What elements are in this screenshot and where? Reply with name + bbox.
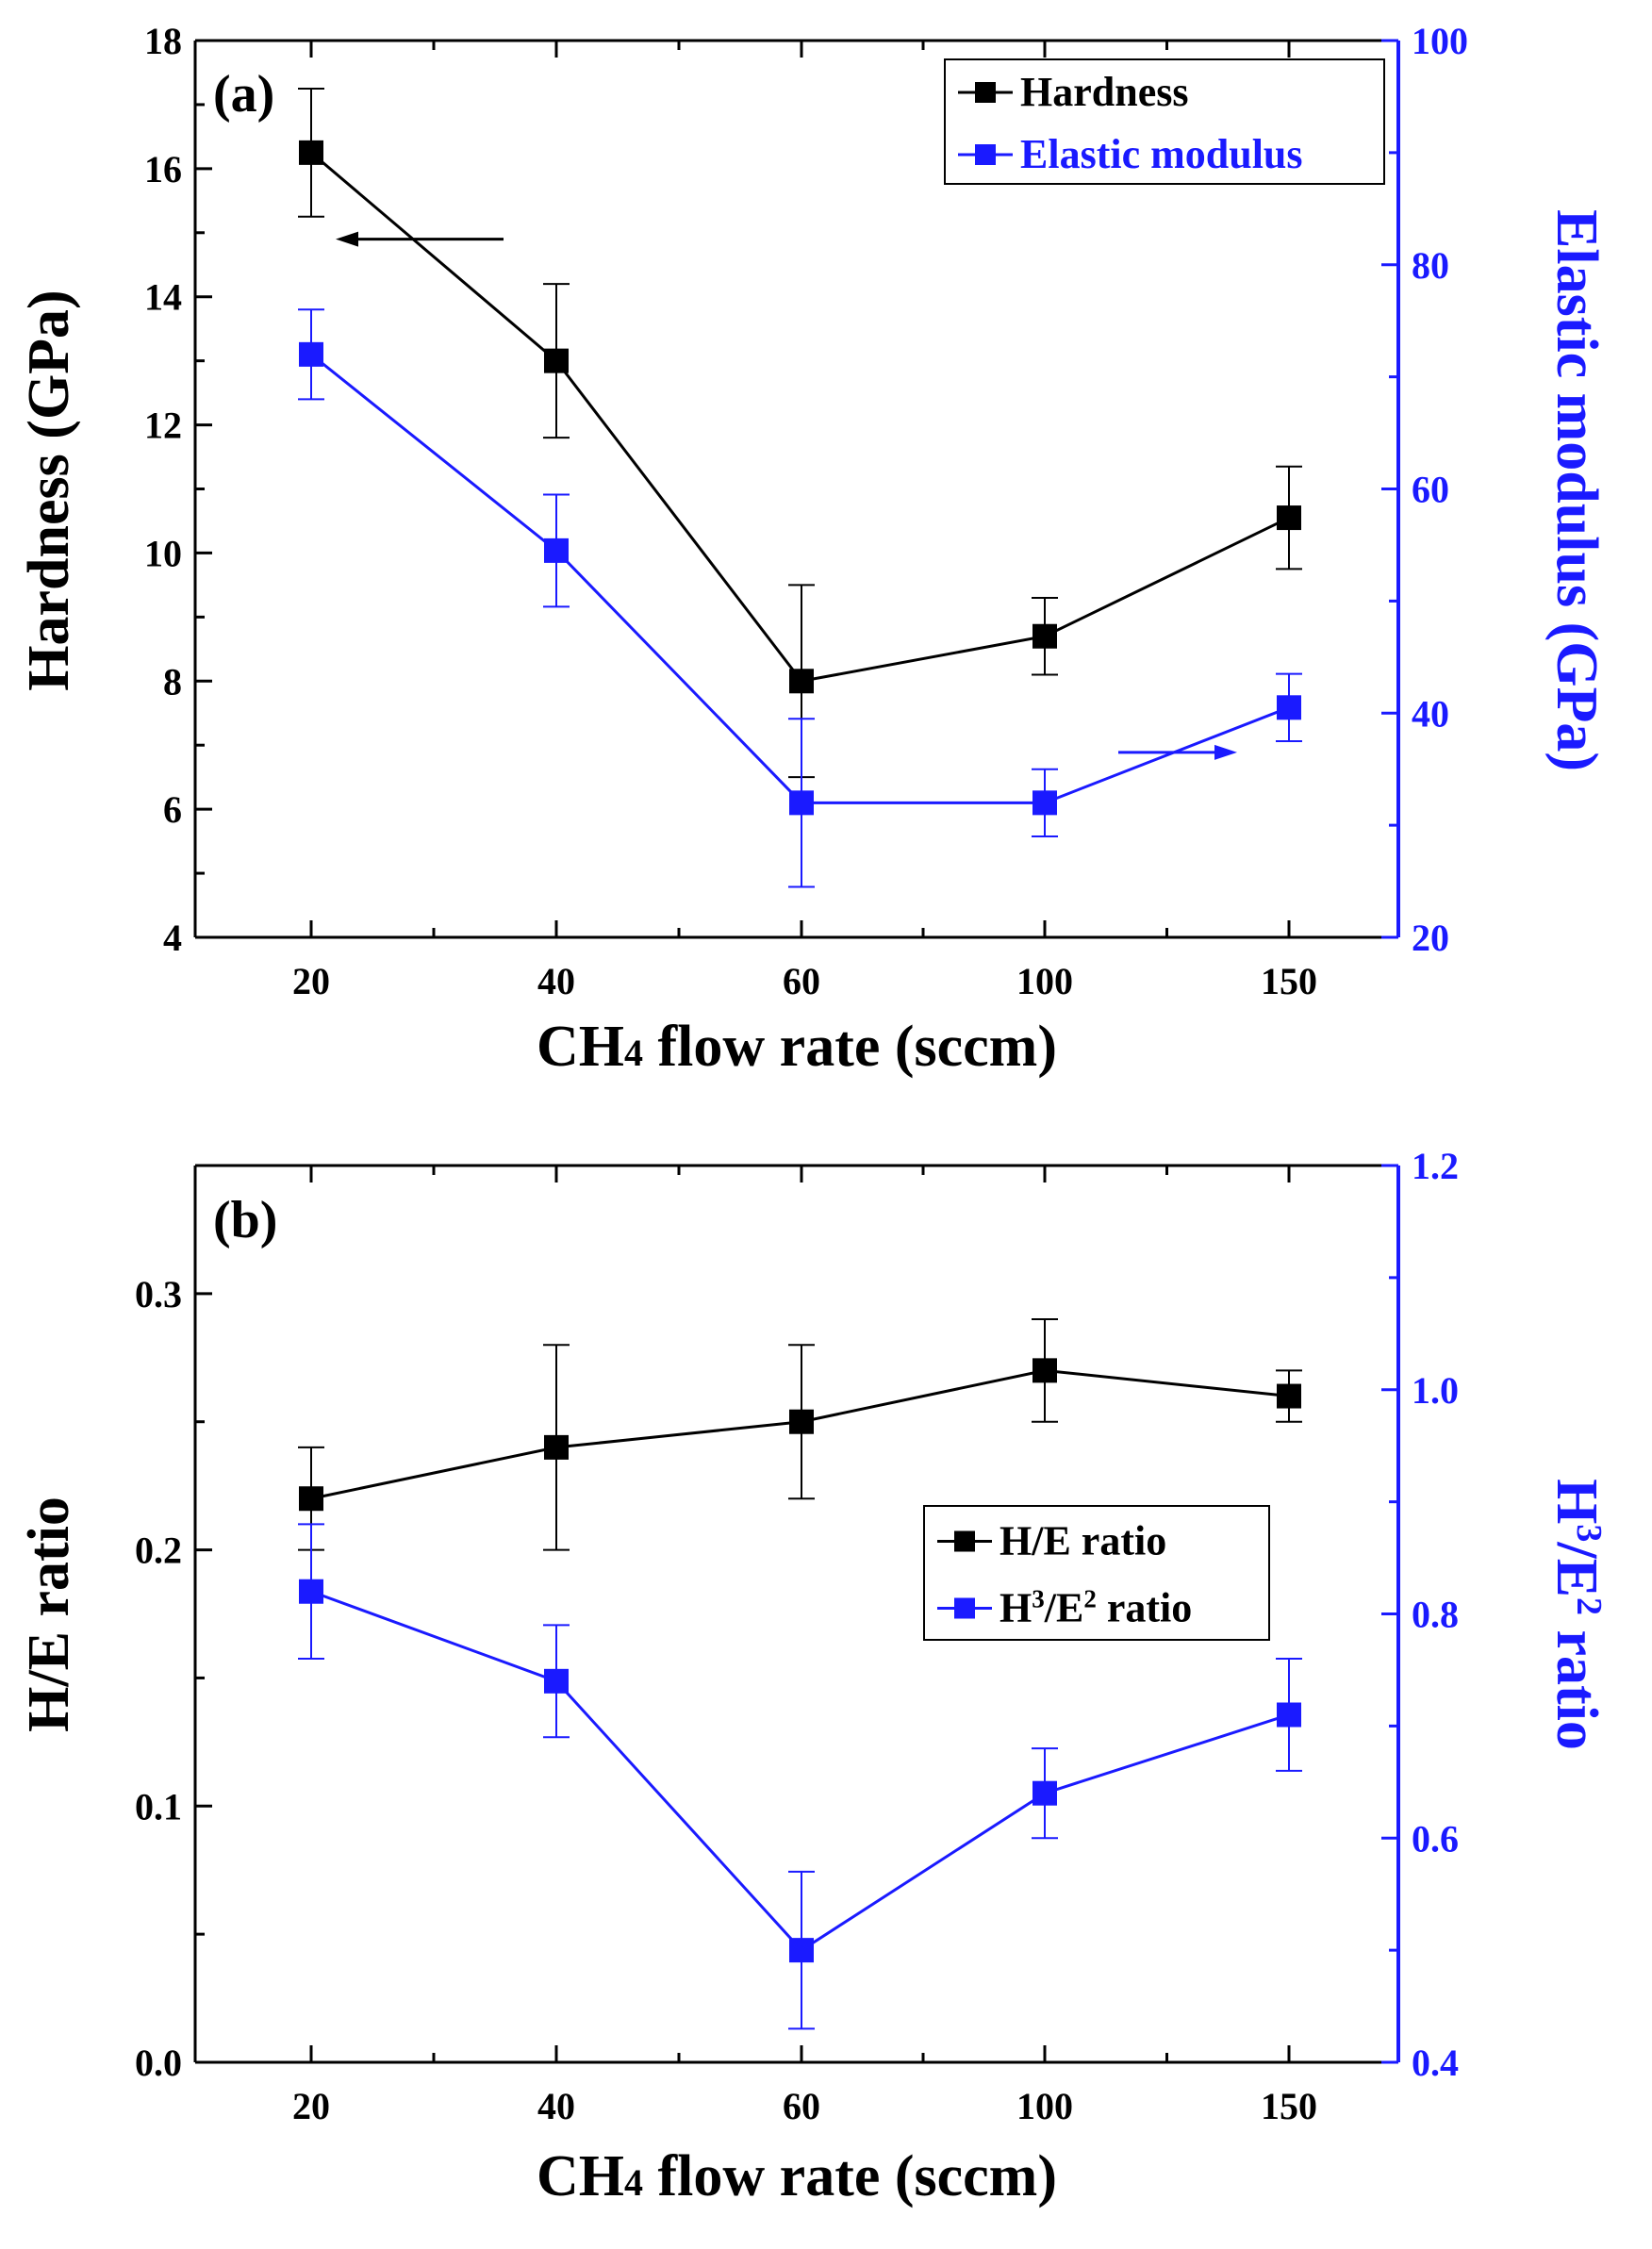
data-point — [544, 348, 569, 373]
legend-marker — [975, 144, 996, 165]
x-tick-label: 150 — [1261, 960, 1317, 1002]
data-point — [789, 1409, 814, 1434]
data-point — [1277, 1702, 1301, 1728]
x-tick-label: 20 — [292, 960, 330, 1002]
y-left-tick-label: 16 — [144, 148, 182, 190]
data-point — [544, 1434, 569, 1460]
data-point — [299, 140, 323, 165]
y-left-tick-label: 10 — [144, 532, 182, 574]
y-right-tick-label: 20 — [1412, 917, 1449, 959]
series-h-e-ratio — [298, 1318, 1302, 1551]
y-right-tick-label: 100 — [1412, 20, 1468, 62]
series-line — [310, 1368, 1290, 1500]
right-arrow-head — [1214, 744, 1237, 760]
x-tick-label: 20 — [292, 2085, 330, 2127]
panel-label: (b) — [213, 1191, 277, 1249]
y-left-tick-label: 0.3 — [135, 1273, 182, 1315]
data-point — [299, 341, 323, 367]
y-right-tick-label: 80 — [1412, 244, 1449, 287]
y-left-tick-label: 0.0 — [135, 2042, 182, 2084]
left-arrow-head — [336, 231, 358, 247]
y-right-tick-label: 0.4 — [1412, 2042, 1459, 2084]
x-tick-label: 60 — [783, 960, 820, 1002]
y-left-tick-label: 18 — [144, 20, 182, 62]
series-line — [310, 353, 1290, 804]
data-point — [299, 1486, 323, 1512]
x-tick-label: 100 — [1016, 960, 1073, 1002]
data-point — [1032, 1358, 1057, 1383]
x-tick-label: 40 — [537, 2085, 575, 2127]
data-point — [544, 537, 569, 563]
axis-arrows — [336, 231, 1237, 760]
series-hardness — [298, 87, 1302, 779]
y-right-tick-label: 1.2 — [1412, 1145, 1459, 1187]
legend-box — [923, 1505, 1270, 1641]
data-point — [1032, 790, 1057, 816]
x-tick-label: 150 — [1261, 2085, 1317, 2127]
y-right-axis-title: Elastic modulus (GPa) — [1545, 209, 1609, 771]
y-right-tick-label: 0.6 — [1412, 1817, 1459, 1860]
data-point — [1032, 1780, 1057, 1806]
y-right-axis-title: H3/E2 ratio — [1545, 1479, 1609, 1750]
legend-label: Hardness — [1020, 69, 1188, 115]
y-left-tick-label: 12 — [144, 405, 182, 447]
data-point — [544, 1668, 569, 1694]
legend: Hardness Elastic modulus — [944, 58, 1385, 185]
legend-box — [944, 58, 1385, 185]
legend-marker — [954, 1597, 975, 1619]
data-point — [1032, 623, 1057, 649]
panel-a: 4 6 8 10 12 14 16 18 20 40 60 80 100 20 40 60 100 150 CH4 … — [17, 20, 1609, 1079]
y-right-tick-label: 1.0 — [1412, 1369, 1459, 1412]
y-right-tick-label: 0.8 — [1412, 1594, 1459, 1636]
legend-marker — [975, 82, 996, 103]
series-h3-e2-ratio — [298, 1523, 1302, 2030]
x-tick-label: 40 — [537, 960, 575, 1002]
data-point — [1277, 505, 1301, 531]
legend: H/E ratio H3/E2 ratio — [923, 1505, 1270, 1641]
data-point — [789, 790, 814, 816]
legend-label: Elastic modulus — [1020, 131, 1303, 177]
y-left-axis-title: H/E ratio — [17, 1497, 81, 1732]
data-point — [789, 669, 814, 694]
x-axis-title: CH4 flow rate (sccm) — [537, 1015, 1057, 1079]
y-left-tick-label: 14 — [144, 276, 182, 319]
data-point — [789, 1938, 814, 1963]
data-point — [1277, 695, 1301, 720]
series-elastic-modulus — [298, 308, 1302, 888]
y-right-tick-label: 60 — [1412, 469, 1449, 511]
y-left-tick-label: 4 — [163, 917, 182, 959]
x-axis-title: CH4 flow rate (sccm) — [537, 2144, 1057, 2208]
x-tick-label: 100 — [1016, 2085, 1073, 2127]
panel-label: (a) — [213, 65, 274, 124]
y-left-tick-label: 0.2 — [135, 1530, 182, 1572]
data-point — [1277, 1383, 1301, 1409]
data-point — [299, 1579, 323, 1604]
legend-label: H/E ratio — [999, 1518, 1166, 1564]
y-left-axis-title: Hardness (GPa) — [17, 289, 81, 690]
y-left-tick-label: 6 — [163, 788, 182, 831]
legend-marker — [954, 1530, 975, 1552]
legend-label: H3/E2 ratio — [999, 1585, 1192, 1631]
y-left-tick-label: 8 — [163, 660, 182, 703]
x-tick-label: 60 — [783, 2085, 820, 2127]
series-line — [310, 1590, 1290, 1953]
y-right-tick-label: 40 — [1412, 692, 1449, 735]
series-line — [310, 151, 1290, 683]
panel-b: 0.0 0.1 0.2 0.3 0.4 0.6 0.8 1.0 1.2 20 40 60 100 150 C… — [17, 1145, 1609, 2208]
y-left-tick-label: 0.1 — [135, 1785, 182, 1827]
